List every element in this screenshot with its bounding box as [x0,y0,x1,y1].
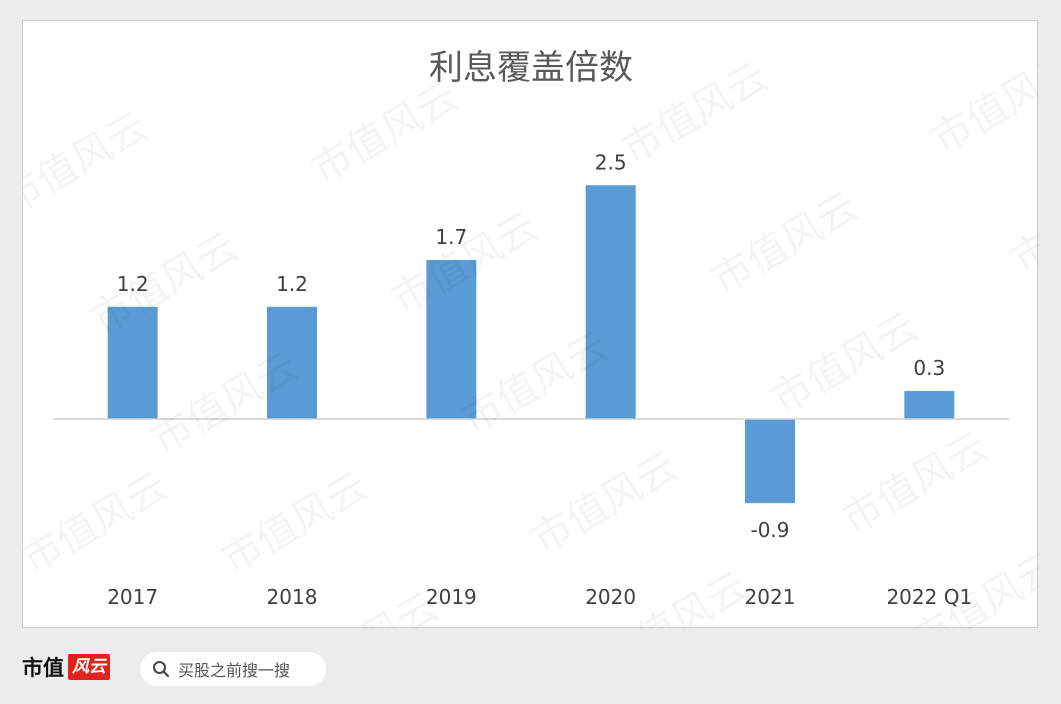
bar-2020 [585,185,636,419]
footer-logo: 市值 风云 [22,652,110,682]
bar-2018 [267,306,317,419]
search-icon [153,661,170,678]
search-placeholder: 买股之前搜一搜 [178,661,291,680]
x-tick-label: 2022 Q1 [886,585,972,609]
bar-2022-q1 [904,390,955,419]
data-label: 1.7 [435,225,467,249]
watermark-layer: 市值风云市值风云市值风云市值风云市值风云市值风云市值风云市值风云市值风云市值风云… [23,21,1039,629]
bars-layer [107,185,955,504]
chart-frame: 利息覆盖倍数 1.2 1.2 1.7 2.5 -0.9 0.3 2017 2018 2019 2… [22,20,1039,629]
x-tick-labels: 2017 2018 2019 2020 2021 2022 Q1 [107,585,972,609]
x-tick-label: 2020 [585,585,636,609]
search-box[interactable]: 买股之前搜一搜 [140,652,326,686]
chart-title: 利息覆盖倍数 [429,48,633,88]
data-label: 1.2 [117,272,149,296]
chart-svg: 利息覆盖倍数 1.2 1.21.72.5-0.90.3 2017 2018 2019 2… [53,48,1009,609]
bar-2019 [426,260,477,419]
bar-2017 [107,306,158,419]
data-label: 1.2 [276,272,308,296]
bar-2021 [745,419,795,504]
data-label: -0.9 [750,518,789,542]
labels-layer: 1.2 1.2 1.7 2.5 -0.9 0.3 [117,150,945,542]
data-label: 2.5 [595,150,627,174]
x-tick-label: 2017 [107,585,158,609]
logo-text: 市值 [22,655,64,680]
x-tick-label: 2019 [426,585,477,609]
logo-mark: 风云 [68,654,110,680]
x-tick-label: 2021 [745,585,796,609]
x-tick-label: 2018 [267,585,318,609]
data-label: 0.3 [913,356,945,380]
